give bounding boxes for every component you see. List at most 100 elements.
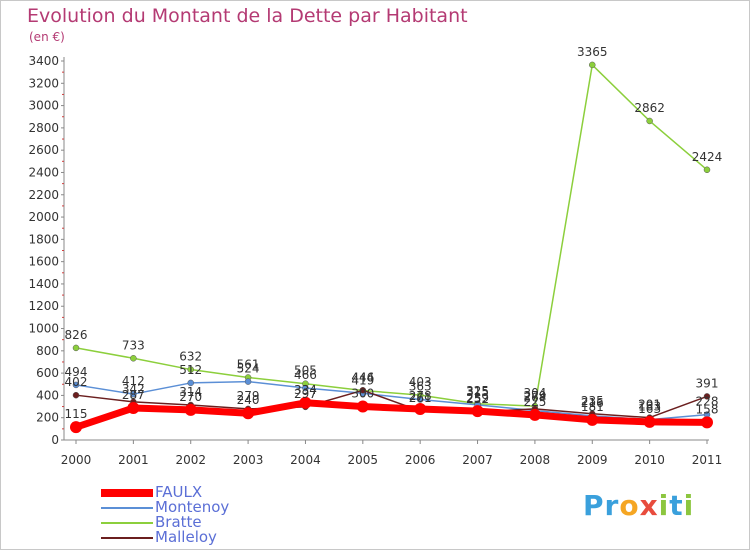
y-tick-label: 600 xyxy=(36,366,59,380)
data-label: 632 xyxy=(179,350,202,364)
data-point-faulx xyxy=(586,413,599,426)
data-label: 494 xyxy=(65,365,88,379)
y-tick-label: 3000 xyxy=(28,99,59,113)
data-label: 181 xyxy=(581,400,604,414)
data-label: 446 xyxy=(351,370,374,384)
data-label: 228 xyxy=(696,395,719,409)
data-label: 402 xyxy=(65,375,88,389)
data-label: 225 xyxy=(523,395,546,409)
series-lines xyxy=(72,64,711,431)
data-label: 270 xyxy=(179,390,202,404)
x-tick-label: 2005 xyxy=(348,453,379,467)
data-label: 115 xyxy=(65,407,88,421)
y-tick-label: 2200 xyxy=(28,188,59,202)
data-label: 216 xyxy=(581,396,604,410)
x-tick-label: 2009 xyxy=(577,453,608,467)
data-point-bratte xyxy=(72,344,80,352)
data-label: 279 xyxy=(523,389,546,403)
legend-label: FAULX xyxy=(155,483,203,501)
data-label: 733 xyxy=(122,338,145,352)
data-point-montenoy xyxy=(244,378,252,385)
data-label: 264 xyxy=(523,391,546,405)
chart-axes: 0 200 400 600 800 1000 1200 1400 1600 1800 2000 220… xyxy=(28,54,722,467)
data-point-faulx xyxy=(701,416,713,429)
data-label: 252 xyxy=(466,392,489,406)
data-point-faulx xyxy=(242,407,255,420)
logo-letter: o xyxy=(619,489,640,522)
data-label: 2862 xyxy=(634,101,665,115)
data-label: 279 xyxy=(237,389,260,403)
data-point-montenoy xyxy=(416,396,424,403)
data-label: 403 xyxy=(409,375,432,389)
data-point-faulx xyxy=(299,396,312,409)
data-label: 325 xyxy=(466,384,489,398)
logo-letter: x xyxy=(639,489,659,522)
y-tick-label: 1200 xyxy=(28,299,59,313)
y-tick-label: 1800 xyxy=(28,232,59,246)
y-tick-label: 1400 xyxy=(28,277,59,291)
data-label: 363 xyxy=(409,380,432,394)
data-label: 158 xyxy=(696,402,719,416)
data-label: 2424 xyxy=(692,150,723,164)
data-label: 300 xyxy=(351,387,374,401)
data-label: 505 xyxy=(294,364,317,378)
y-tick-label: 400 xyxy=(36,388,59,402)
x-tick-label: 2003 xyxy=(233,453,264,467)
data-label: 287 xyxy=(122,388,145,402)
data-label: 163 xyxy=(638,402,661,416)
data-point-faulx xyxy=(70,421,82,434)
data-point-bratte xyxy=(130,355,137,362)
data-label: 391 xyxy=(696,376,719,390)
y-tick-label: 0 xyxy=(51,433,59,447)
data-label: 826 xyxy=(65,328,88,342)
data-label: 240 xyxy=(237,393,260,407)
series-line-montenoy xyxy=(75,380,708,421)
legend-label: Bratte xyxy=(155,513,202,531)
data-point-montenoy xyxy=(130,390,137,398)
y-tick-label: 1000 xyxy=(28,322,59,336)
data-label: 315 xyxy=(466,385,489,399)
data-point-montenoy xyxy=(302,384,309,392)
data-label: 342 xyxy=(122,382,145,396)
data-point-bratte xyxy=(589,61,596,69)
legend-swatch xyxy=(101,522,153,524)
data-label: 261 xyxy=(409,391,432,405)
data-label: 419 xyxy=(351,373,374,387)
legend-label: Montenoy xyxy=(155,498,230,516)
logo-letter: t xyxy=(669,489,684,522)
y-tick-label: 3200 xyxy=(28,76,59,90)
x-tick-label: 2006 xyxy=(405,453,436,467)
data-point-bratte xyxy=(703,166,711,174)
series-points xyxy=(70,61,713,434)
data-label: 314 xyxy=(179,385,202,399)
y-tick-label: 200 xyxy=(36,411,59,425)
data-point-faulx xyxy=(471,405,484,418)
y-tick-label: 800 xyxy=(36,344,59,358)
series-line-bratte xyxy=(75,64,708,407)
data-point-faulx xyxy=(414,403,427,416)
data-label: 444 xyxy=(351,371,374,385)
data-point-faulx xyxy=(528,408,541,421)
chart-title: Evolution du Montant de la Dette par Hab… xyxy=(27,5,468,27)
data-label: 259 xyxy=(466,391,489,405)
logo-letter: r xyxy=(604,489,620,522)
y-tick-label: 2400 xyxy=(28,165,59,179)
y-tick-label: 2000 xyxy=(28,210,59,224)
x-tick-label: 2011 xyxy=(692,453,723,467)
legend-swatch xyxy=(101,507,153,509)
legend-label: Malleloy xyxy=(155,528,217,546)
x-tick-label: 2004 xyxy=(290,453,321,467)
x-tick-label: 2007 xyxy=(462,453,493,467)
data-point-faulx xyxy=(356,400,369,413)
data-point-montenoy xyxy=(187,379,194,387)
x-tick-label: 2000 xyxy=(61,453,92,467)
logo-letter: i xyxy=(658,489,670,522)
series-line-faulx xyxy=(72,399,711,431)
data-label: 304 xyxy=(523,386,546,400)
data-point-faulx xyxy=(184,403,197,416)
data-label: 561 xyxy=(237,357,260,371)
legend-swatch xyxy=(101,537,153,539)
data-point-faulx xyxy=(643,415,656,428)
data-label: 412 xyxy=(122,374,145,388)
